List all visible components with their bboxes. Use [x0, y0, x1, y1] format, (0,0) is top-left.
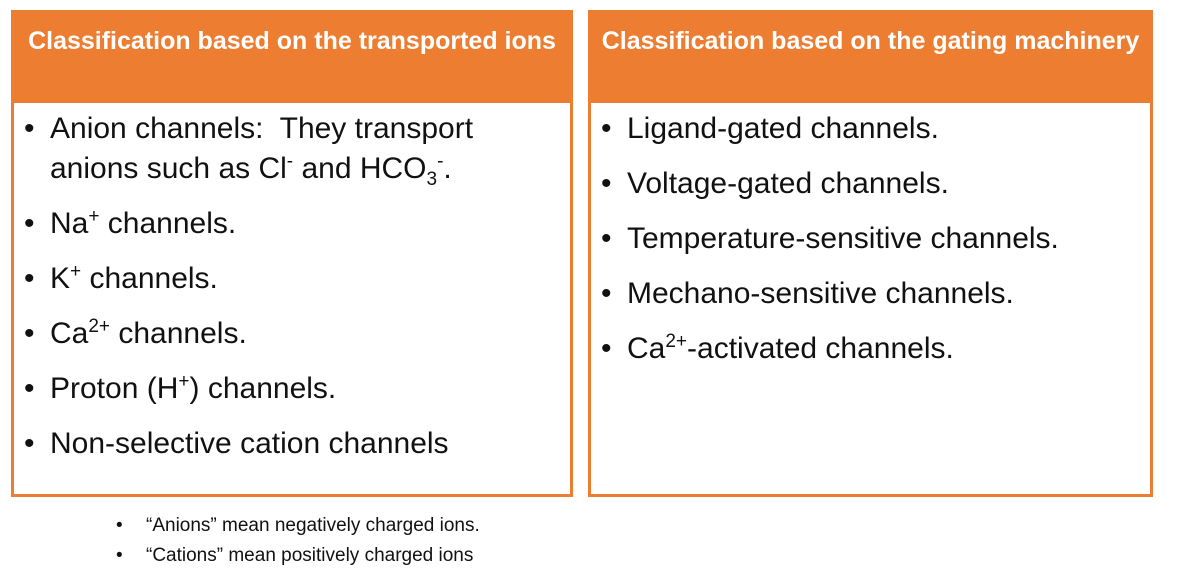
note: • “Anions” mean negatively charged ions. [116, 511, 480, 541]
bullet: • [24, 207, 35, 240]
bullet: • [601, 332, 612, 365]
text-run: ) channels. [189, 372, 337, 405]
superscript: - [286, 151, 294, 172]
list-item: • Mechano-sensitive channels. [599, 274, 1142, 314]
bullet: • [601, 167, 612, 200]
bullet: • [24, 317, 35, 350]
text-run: Mechano-sensitive channels. [627, 277, 1014, 310]
text-run: Ca [627, 332, 666, 365]
note-text: “Cations” mean positively charged ions [146, 545, 474, 566]
item-list: • Ligand-gated channels. • Voltage-gated ch… [591, 103, 1150, 369]
bullet: • [601, 112, 612, 145]
list-item: • Proton (H+) channels. [22, 369, 562, 409]
panel: Classification based on the transported … [11, 10, 573, 497]
superscript: - [437, 151, 444, 172]
bullet: • [601, 277, 612, 310]
notes: • “Anions” mean negatively charged ions. •… [116, 511, 480, 571]
text-run: Anion channels: They transport anions su… [50, 112, 482, 185]
superscript: + [178, 371, 190, 392]
text-run: . [443, 152, 452, 185]
bullet: • [24, 372, 35, 405]
list-item: • Ca2+ channels. [22, 314, 562, 354]
list-item: • Anion channels: They transport anions s… [22, 109, 562, 189]
note: • “Cations” mean positively charged ions [116, 541, 480, 571]
superscript: 2+ [665, 331, 688, 352]
superscript: 2+ [88, 316, 111, 337]
superscript: + [70, 261, 82, 282]
text-run: and HCO [293, 152, 427, 185]
list-item: • Ligand-gated channels. [599, 109, 1142, 149]
subscript: 3 [426, 169, 438, 190]
text-run: Voltage-gated channels. [627, 167, 949, 200]
text-run: channels. [81, 262, 218, 295]
text-run: Ligand-gated channels. [627, 112, 939, 145]
text-run: K [50, 262, 71, 295]
bullet: • [116, 545, 123, 566]
superscript: + [88, 206, 100, 227]
text-run: Na [50, 207, 89, 240]
bullet: • [24, 262, 35, 295]
text-run: channels. [110, 317, 247, 350]
text-run: Proton (H [50, 372, 179, 405]
bullet: • [601, 222, 612, 255]
bullet: • [24, 112, 35, 145]
panel: Classification based on the gating machi… [588, 10, 1153, 497]
panel-title: Classification based on the transported … [14, 13, 570, 103]
item-list: • Anion channels: They transport anions s… [14, 103, 570, 464]
list-item: • Temperature-sensitive channels. [599, 219, 1142, 259]
text-run: Temperature-sensitive channels. [627, 222, 1059, 255]
panel-title: Classification based on the gating machi… [591, 13, 1150, 103]
text-run: Non-selective cation channels [50, 427, 449, 460]
list-item: • Non-selective cation channels [22, 424, 562, 464]
list-item: • Na+ channels. [22, 204, 562, 244]
note-text: “Anions” mean negatively charged ions. [146, 515, 480, 536]
text-run: Ca [50, 317, 89, 350]
list-item: • Ca2+-activated channels. [599, 329, 1142, 369]
bullet: • [24, 427, 35, 460]
list-item: • K+ channels. [22, 259, 562, 299]
text-run: -activated channels. [687, 332, 954, 365]
text-run: channels. [99, 207, 237, 240]
list-item: • Voltage-gated channels. [599, 164, 1142, 204]
bullet: • [116, 515, 123, 536]
